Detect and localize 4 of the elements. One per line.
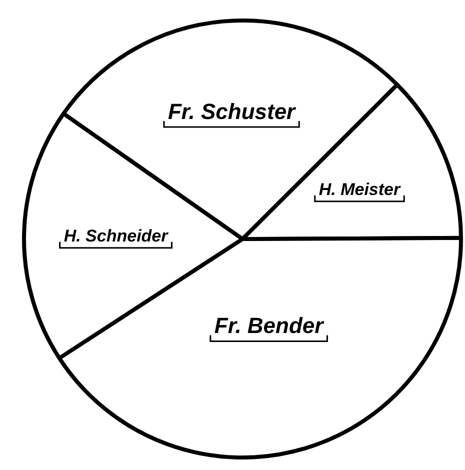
slice-label: H. Meister [318,180,402,199]
slice-label: H. Schneider [64,226,170,246]
slice-label: Fr. Bender [214,312,325,338]
slice-label: Fr. Schuster [168,98,297,124]
